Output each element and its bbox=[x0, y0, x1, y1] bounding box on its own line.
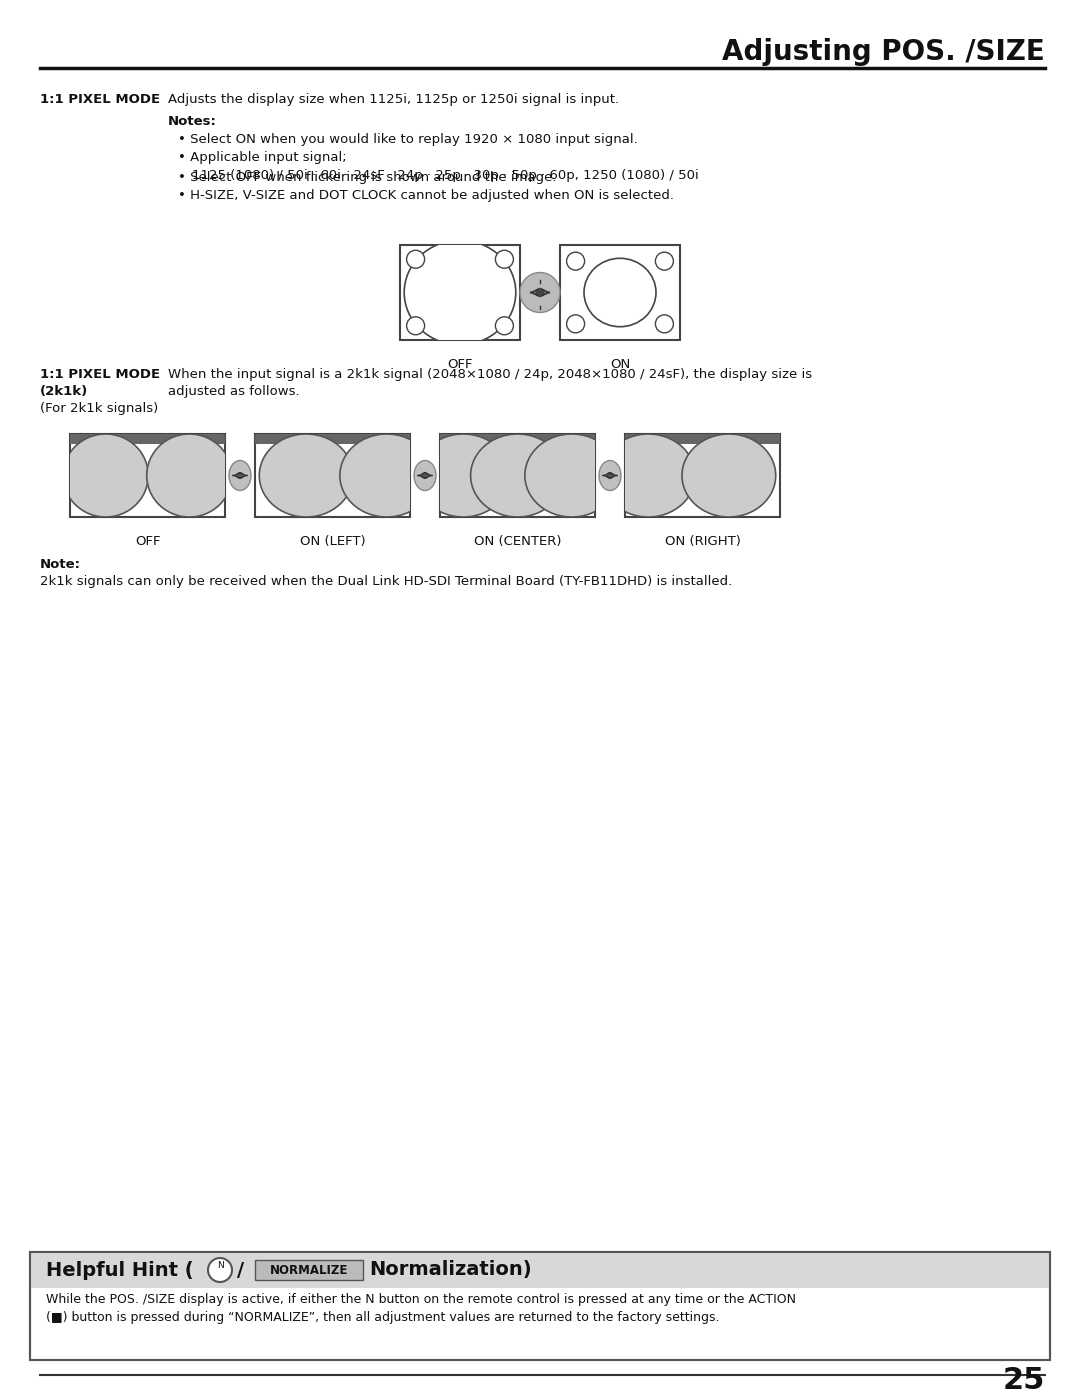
Text: Adjusts the display size when 1125i, 1125p or 1250i signal is input.: Adjusts the display size when 1125i, 112… bbox=[168, 94, 619, 106]
Circle shape bbox=[208, 1259, 232, 1282]
Circle shape bbox=[406, 317, 424, 335]
Text: (2k1k): (2k1k) bbox=[40, 386, 89, 398]
Circle shape bbox=[567, 314, 584, 332]
Text: Note:: Note: bbox=[40, 557, 81, 571]
Bar bbox=[70, 434, 225, 517]
Text: NORMALIZE: NORMALIZE bbox=[270, 1263, 348, 1277]
Circle shape bbox=[406, 250, 424, 268]
Text: 25: 25 bbox=[1002, 1366, 1045, 1396]
Bar bbox=[561, 244, 680, 339]
Text: OFF: OFF bbox=[135, 535, 160, 548]
Circle shape bbox=[607, 472, 613, 479]
Text: Notes:: Notes: bbox=[168, 115, 217, 129]
Bar bbox=[255, 1260, 363, 1280]
Ellipse shape bbox=[63, 434, 148, 517]
Text: • Select ON when you would like to replay 1920 × 1080 input signal.: • Select ON when you would like to repla… bbox=[178, 133, 638, 147]
Text: ON: ON bbox=[610, 358, 630, 372]
Text: ON (CENTER): ON (CENTER) bbox=[474, 535, 562, 548]
Text: • Select OFF when flickering is shown around the image.: • Select OFF when flickering is shown ar… bbox=[178, 170, 556, 184]
Ellipse shape bbox=[259, 434, 353, 517]
Bar bbox=[400, 244, 519, 339]
Ellipse shape bbox=[525, 434, 619, 517]
Ellipse shape bbox=[340, 434, 434, 517]
Bar bbox=[70, 434, 225, 444]
Ellipse shape bbox=[414, 461, 436, 490]
Text: (For 2k1k signals): (For 2k1k signals) bbox=[40, 402, 159, 415]
Text: 1:1 PIXEL MODE: 1:1 PIXEL MODE bbox=[40, 94, 160, 106]
Text: 2k1k signals can only be received when the Dual Link HD-SDI Terminal Board (TY-F: 2k1k signals can only be received when t… bbox=[40, 576, 732, 588]
Circle shape bbox=[496, 317, 513, 335]
Circle shape bbox=[496, 250, 513, 268]
Text: Helpful Hint (: Helpful Hint ( bbox=[46, 1260, 193, 1280]
Bar bbox=[625, 434, 780, 444]
Bar bbox=[440, 434, 595, 517]
Circle shape bbox=[237, 472, 243, 479]
Text: (■) button is pressed during “NORMALIZE”, then all adjustment values are returne: (■) button is pressed during “NORMALIZE”… bbox=[46, 1310, 719, 1324]
Bar bbox=[30, 1252, 1050, 1288]
Bar bbox=[30, 1252, 1050, 1361]
Ellipse shape bbox=[584, 258, 656, 327]
Ellipse shape bbox=[681, 434, 775, 517]
Circle shape bbox=[656, 314, 674, 332]
Text: Adjusting POS. /SIZE: Adjusting POS. /SIZE bbox=[723, 38, 1045, 66]
Text: adjusted as follows.: adjusted as follows. bbox=[168, 386, 299, 398]
Bar bbox=[255, 434, 410, 444]
Text: 1:1 PIXEL MODE: 1:1 PIXEL MODE bbox=[40, 367, 160, 381]
Ellipse shape bbox=[229, 461, 251, 490]
Circle shape bbox=[519, 272, 561, 313]
Ellipse shape bbox=[417, 434, 510, 517]
Text: • Applicable input signal;: • Applicable input signal; bbox=[178, 151, 347, 163]
Ellipse shape bbox=[602, 434, 696, 517]
Text: /: / bbox=[237, 1260, 251, 1280]
Bar bbox=[30, 1252, 1050, 1361]
Text: 1125 (1080) / 50i · 60i · 24sF · 24p · 25p · 30p · 50p · 60p, 1250 (1080) / 50i: 1125 (1080) / 50i · 60i · 24sF · 24p · 2… bbox=[192, 169, 699, 182]
Text: When the input signal is a 2k1k signal (2048×1080 / 24p, 2048×1080 / 24sF), the : When the input signal is a 2k1k signal (… bbox=[168, 367, 812, 381]
Text: N: N bbox=[217, 1260, 224, 1270]
Text: OFF: OFF bbox=[447, 358, 473, 372]
Ellipse shape bbox=[147, 434, 232, 517]
Text: While the POS. /SIZE display is active, if either the N button on the remote con: While the POS. /SIZE display is active, … bbox=[46, 1294, 796, 1306]
Ellipse shape bbox=[404, 240, 516, 345]
Text: • H-SIZE, V-SIZE and DOT CLOCK cannot be adjusted when ON is selected.: • H-SIZE, V-SIZE and DOT CLOCK cannot be… bbox=[178, 189, 674, 203]
Circle shape bbox=[536, 289, 544, 296]
Bar bbox=[255, 434, 410, 517]
Text: Normalization): Normalization) bbox=[369, 1260, 531, 1280]
Circle shape bbox=[421, 472, 429, 479]
Ellipse shape bbox=[599, 461, 621, 490]
Bar bbox=[440, 434, 595, 444]
Bar bbox=[625, 434, 780, 517]
Text: ON (RIGHT): ON (RIGHT) bbox=[664, 535, 741, 548]
Circle shape bbox=[656, 251, 674, 270]
Text: ON (LEFT): ON (LEFT) bbox=[299, 535, 365, 548]
Ellipse shape bbox=[471, 434, 565, 517]
Circle shape bbox=[567, 251, 584, 270]
